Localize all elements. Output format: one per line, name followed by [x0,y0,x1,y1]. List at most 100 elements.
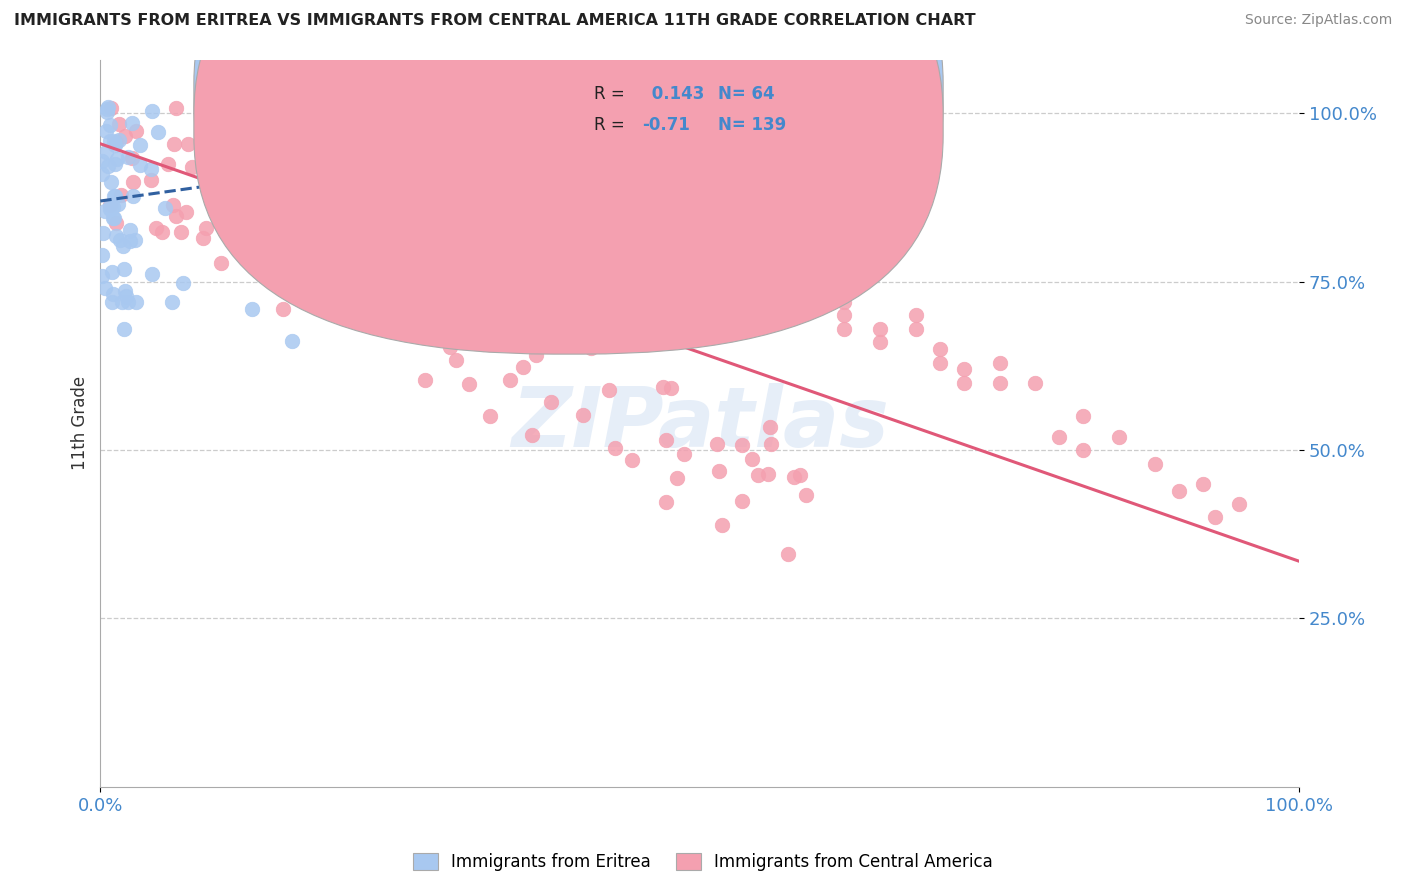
Point [364,277,387,291]
Point [568,330,591,344]
Point [572,408,595,422]
Point [458,376,481,391]
Point [229,207,252,221]
Point [783,470,806,484]
Point [281,334,304,349]
Point [399,269,422,284]
Point [174,205,197,219]
Point [741,451,763,466]
Point [1024,376,1046,390]
Point [392,261,415,276]
Point [472,337,495,351]
Point [384,276,406,290]
Point [153,202,176,216]
FancyBboxPatch shape [194,0,943,323]
Point [101,265,124,279]
Point [484,283,506,297]
Point [94,204,117,219]
Point [952,376,974,390]
Point [105,216,128,230]
Point [558,299,581,313]
Point [758,420,780,434]
Point [711,518,734,533]
Point [107,197,129,211]
Point [832,322,855,336]
Point [91,154,114,169]
Point [988,356,1011,370]
Point [1168,483,1191,498]
Point [444,353,467,368]
Point [98,198,121,212]
Point [112,261,135,276]
Point [339,186,361,201]
Point [555,252,578,266]
Point [339,270,361,285]
Y-axis label: 11th Grade: 11th Grade [72,376,89,470]
Point [124,233,146,247]
Point [121,116,143,130]
Text: IMMIGRANTS FROM ERITREA VS IMMIGRANTS FROM CENTRAL AMERICA 11TH GRADE CORRELATIO: IMMIGRANTS FROM ERITREA VS IMMIGRANTS FR… [14,13,976,29]
Point [103,211,125,226]
Point [808,295,831,310]
Point [302,272,325,286]
Point [170,225,193,239]
Point [406,252,429,267]
Point [163,136,186,151]
Text: -0.71: -0.71 [643,116,690,134]
Point [1192,476,1215,491]
Point [94,145,117,160]
Point [869,322,891,336]
Text: Source: ZipAtlas.com: Source: ZipAtlas.com [1244,13,1392,28]
Point [1073,409,1095,424]
Point [125,295,148,310]
Point [794,488,817,502]
Point [191,231,214,245]
Point [498,373,520,387]
Point [108,233,131,247]
Point [208,155,231,169]
Point [706,437,728,451]
Point [598,383,620,397]
FancyBboxPatch shape [194,0,943,354]
Point [245,232,267,246]
Point [111,295,134,310]
Point [100,175,122,189]
Point [456,310,478,324]
Point [342,282,364,296]
Point [263,140,285,154]
Point [342,217,364,231]
Point [93,226,115,240]
Point [373,154,395,169]
Point [121,175,143,189]
Point [108,117,131,131]
Point [242,211,264,226]
Point [97,159,120,173]
Point [540,395,562,409]
Point [91,167,114,181]
Point [404,274,426,288]
Point [105,229,128,244]
Point [370,307,392,321]
Point [177,137,200,152]
Point [731,438,754,452]
Point [209,256,232,270]
Point [100,101,122,115]
Point [747,468,769,483]
Point [101,295,124,310]
Point [128,158,150,172]
Point [252,226,274,240]
Point [612,327,634,342]
Point [928,356,950,370]
Point [114,129,136,144]
Point [666,471,689,485]
Point [118,223,141,237]
Point [651,380,673,394]
Point [122,189,145,203]
Point [478,409,501,423]
Point [150,225,173,239]
Point [756,467,779,481]
Text: N= 64: N= 64 [718,85,775,103]
Point [1108,430,1130,444]
Point [104,189,127,203]
Point [141,268,163,282]
